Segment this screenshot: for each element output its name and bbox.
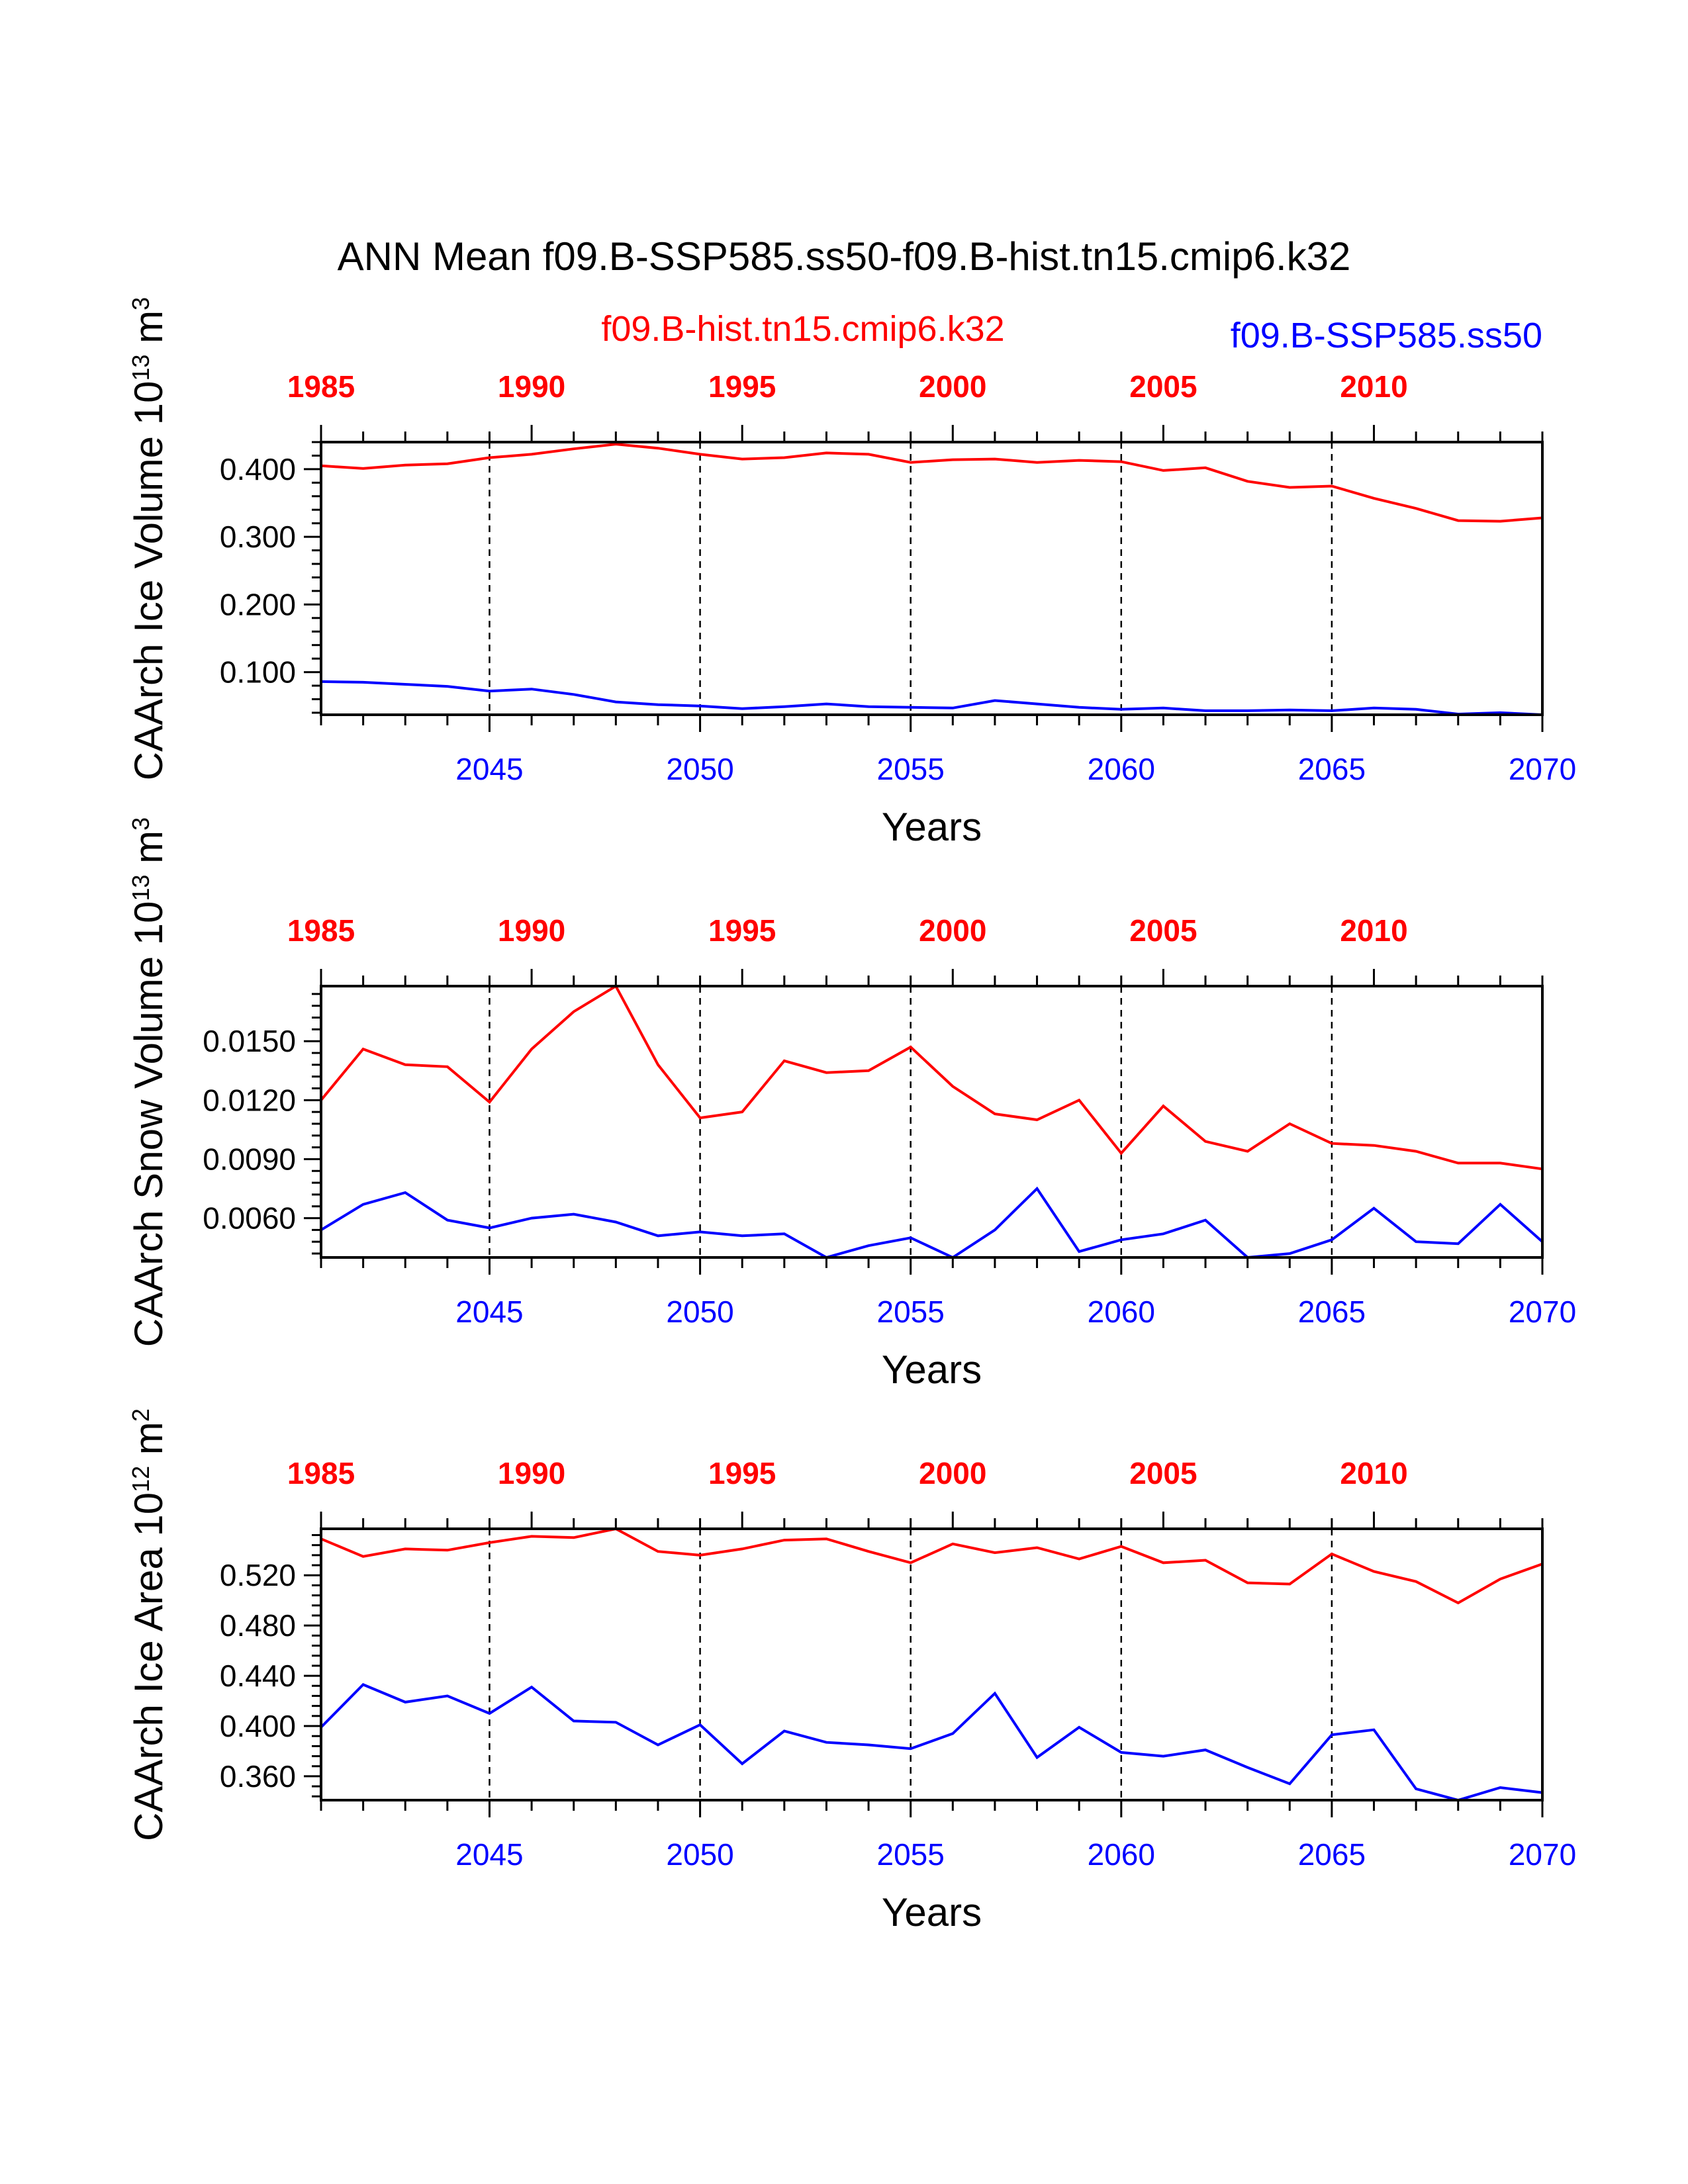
series-line-ssp [320, 1186, 1544, 1259]
top-tick-label: 1990 [498, 369, 565, 404]
x-axis-title: Years [882, 1347, 982, 1392]
series-line-hist [320, 443, 1543, 523]
top-tick-label: 2000 [919, 369, 986, 404]
bottom-tick-label: 2060 [1088, 1295, 1155, 1329]
bottom-tick-label: 2060 [1088, 1837, 1155, 1872]
bottom-tick-label: 2045 [455, 752, 523, 786]
series-line-ssp [320, 680, 1543, 716]
y-axis-title: CAArch Ice Area 1012 m2 [126, 1408, 171, 1841]
bottom-tick-label: 2050 [666, 752, 733, 786]
bottom-tick-label: 2065 [1298, 1295, 1366, 1329]
plot-frame [320, 1527, 1544, 1801]
plot-frame [320, 985, 1544, 1259]
bottom-tick-label: 2055 [877, 1295, 945, 1329]
bottom-tick-label: 2045 [455, 1837, 523, 1872]
top-tick-label: 1985 [287, 369, 355, 404]
top-tick-label: 1985 [287, 1456, 355, 1490]
series-line-hist [320, 984, 1543, 1171]
y-tick-label: 0.440 [220, 1659, 296, 1693]
x-axis-title: Years [882, 805, 982, 849]
bottom-tick-label: 2060 [1088, 752, 1155, 786]
bottom-tick-label: 2065 [1298, 1837, 1366, 1872]
top-tick-label: 1985 [287, 913, 355, 948]
y-tick-label: 0.0060 [203, 1201, 296, 1236]
top-tick-label: 2005 [1129, 1456, 1197, 1490]
bottom-tick-label: 2050 [666, 1837, 733, 1872]
y-axis-title: CAArch Snow Volume 1013 m3 [126, 817, 171, 1347]
chart-panels: 0.100 0.200 0.300 0.400 2045 2050 2055 2060 2065… [126, 297, 1576, 1934]
series-line-ssp [320, 1683, 1543, 1802]
y-tick-label: 0.360 [220, 1759, 296, 1794]
bottom-tick-label: 2055 [877, 752, 945, 786]
chart-panel-2: 0.0060 0.0090 0.0120 0.0150 2045 2050 2055 2060… [126, 817, 1576, 1392]
top-tick-label: 1995 [708, 369, 776, 404]
bottom-tick-label: 2070 [1509, 1837, 1576, 1872]
top-tick-label: 2010 [1340, 1456, 1407, 1490]
series-line-hist [320, 1527, 1543, 1605]
top-tick-label: 2005 [1129, 369, 1197, 404]
legend-label-ssp: f09.B-SSP585.ss50 [1231, 316, 1542, 355]
legend-label-hist: f09.B-hist.tn15.cmip6.k32 [601, 309, 1004, 349]
figure-title: ANN Mean f09.B-SSP585.ss50-f09.B-hist.tn… [338, 234, 1351, 279]
y-axis-title: CAArch Ice Volume 1013 m3 [126, 297, 171, 780]
top-tick-label: 2010 [1340, 369, 1407, 404]
bottom-tick-label: 2065 [1298, 752, 1366, 786]
y-tick-label: 0.100 [220, 655, 296, 690]
top-tick-label: 1995 [708, 913, 776, 948]
top-tick-label: 1990 [498, 1456, 565, 1490]
top-tick-label: 2010 [1340, 913, 1407, 948]
bottom-tick-label: 2070 [1509, 752, 1576, 786]
chart-panel-1: 0.100 0.200 0.300 0.400 2045 2050 2055 2060 2065… [126, 297, 1576, 849]
y-tick-label: 0.200 [220, 587, 296, 621]
y-tick-label: 0.400 [220, 1709, 296, 1743]
y-tick-label: 0.300 [220, 520, 296, 554]
x-axis-title: Years [882, 1890, 982, 1934]
y-tick-label: 0.400 [220, 452, 296, 486]
plot-frame [320, 441, 1544, 716]
y-tick-label: 0.0120 [203, 1083, 296, 1117]
top-tick-label: 2000 [919, 1456, 986, 1490]
y-tick-label: 0.0150 [203, 1024, 296, 1058]
bottom-tick-label: 2045 [455, 1295, 523, 1329]
bottom-tick-label: 2070 [1509, 1295, 1576, 1329]
bottom-tick-label: 2050 [666, 1295, 733, 1329]
y-tick-label: 0.520 [220, 1558, 296, 1592]
y-tick-label: 0.0090 [203, 1142, 296, 1176]
top-tick-label: 1990 [498, 913, 565, 948]
y-tick-label: 0.480 [220, 1608, 296, 1643]
bottom-tick-label: 2055 [877, 1837, 945, 1872]
top-tick-label: 2005 [1129, 913, 1197, 948]
top-tick-label: 2000 [919, 913, 986, 948]
chart-panel-3: 0.360 0.400 0.440 0.480 0.520 2045 2050 2055 206… [126, 1408, 1576, 1934]
top-tick-label: 1995 [708, 1456, 776, 1490]
